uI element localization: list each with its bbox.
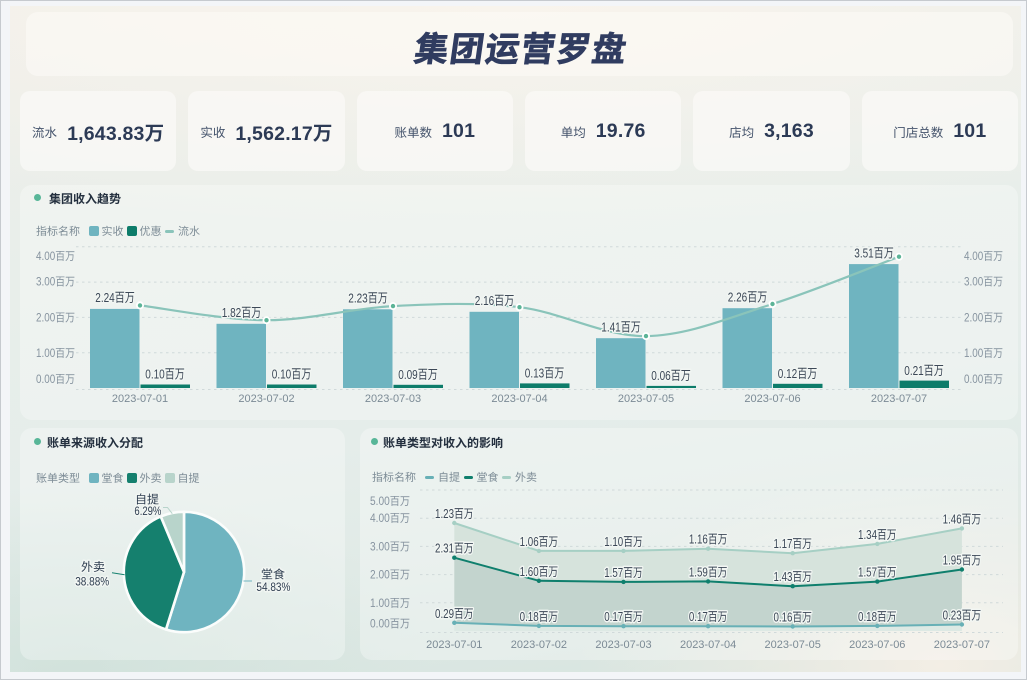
svg-text:2023-07-07: 2023-07-07	[934, 639, 990, 651]
svg-text:1.46百万: 1.46百万	[943, 512, 982, 526]
svg-text:2.16百万: 2.16百万	[475, 293, 515, 308]
svg-text:1.23百万: 1.23百万	[435, 507, 474, 521]
svg-text:1.60百万: 1.60百万	[520, 565, 559, 579]
svg-text:1.57百万: 1.57百万	[604, 566, 643, 580]
svg-text:0.16百万: 0.16百万	[773, 611, 812, 625]
svg-text:3.00百万: 3.00百万	[370, 540, 410, 553]
svg-text:0.17百万: 0.17百万	[604, 610, 643, 624]
svg-text:0.29百万: 0.29百万	[435, 607, 474, 621]
svg-text:1.57百万: 1.57百万	[858, 566, 897, 580]
svg-text:自提: 自提	[135, 493, 159, 507]
svg-text:1.10百万: 1.10百万	[604, 535, 643, 549]
svg-text:4.00百万: 4.00百万	[36, 250, 75, 263]
svg-text:3.00百万: 3.00百万	[964, 276, 1003, 289]
svg-text:5.00百万: 5.00百万	[370, 495, 410, 508]
svg-text:1.82百万: 1.82百万	[222, 305, 262, 320]
svg-text:0.00百万: 0.00百万	[36, 373, 75, 386]
svg-text:0.06百万: 0.06百万	[651, 368, 691, 383]
svg-text:2023-07-07: 2023-07-07	[871, 393, 927, 405]
svg-text:2023-07-02: 2023-07-02	[238, 393, 294, 405]
svg-text:0.09百万: 0.09百万	[398, 367, 438, 382]
svg-text:0.10百万: 0.10百万	[272, 367, 312, 382]
svg-text:1.34百万: 1.34百万	[858, 528, 897, 542]
svg-text:1.17百万: 1.17百万	[773, 537, 812, 551]
svg-text:2023-07-03: 2023-07-03	[365, 393, 421, 405]
svg-text:0.13百万: 0.13百万	[525, 366, 565, 381]
svg-text:堂食: 堂食	[261, 567, 285, 581]
svg-text:2023-07-06: 2023-07-06	[744, 393, 800, 405]
svg-text:2023-07-04: 2023-07-04	[680, 639, 736, 651]
svg-text:2023-07-03: 2023-07-03	[595, 639, 651, 651]
svg-text:1.41百万: 1.41百万	[601, 319, 641, 334]
svg-text:0.00百万: 0.00百万	[370, 618, 410, 631]
svg-text:0.21百万: 0.21百万	[904, 363, 944, 378]
svg-text:38.88%: 38.88%	[75, 574, 109, 588]
svg-text:0.18百万: 0.18百万	[520, 610, 559, 624]
svg-text:2.31百万: 2.31百万	[435, 542, 474, 556]
svg-text:1.95百万: 1.95百万	[943, 554, 982, 568]
svg-text:1.00百万: 1.00百万	[370, 597, 410, 610]
svg-text:2023-07-05: 2023-07-05	[765, 639, 821, 651]
svg-text:2.23百万: 2.23百万	[348, 291, 388, 306]
svg-text:1.06百万: 1.06百万	[520, 535, 559, 549]
svg-text:4.00百万: 4.00百万	[370, 512, 410, 525]
svg-text:2023-07-05: 2023-07-05	[618, 393, 674, 405]
svg-text:54.83%: 54.83%	[256, 580, 290, 594]
svg-text:0.18百万: 0.18百万	[858, 610, 897, 624]
svg-text:1.59百万: 1.59百万	[689, 565, 728, 579]
svg-text:0.12百万: 0.12百万	[778, 366, 818, 381]
svg-text:2023-07-06: 2023-07-06	[849, 639, 905, 651]
svg-text:2.00百万: 2.00百万	[964, 311, 1003, 324]
svg-text:2.24百万: 2.24百万	[95, 290, 135, 305]
svg-text:1.00百万: 1.00百万	[964, 347, 1003, 360]
svg-text:4.00百万: 4.00百万	[964, 250, 1003, 263]
svg-text:2023-07-01: 2023-07-01	[112, 393, 168, 405]
svg-text:1.00百万: 1.00百万	[36, 347, 75, 360]
svg-text:6.29%: 6.29%	[134, 504, 161, 518]
svg-text:2023-07-04: 2023-07-04	[491, 393, 547, 405]
svg-text:2.26百万: 2.26百万	[728, 289, 768, 304]
svg-text:2023-07-01: 2023-07-01	[426, 639, 482, 651]
svg-text:3.51百万: 3.51百万	[854, 245, 894, 260]
svg-text:外卖: 外卖	[81, 560, 105, 574]
svg-text:2023-07-02: 2023-07-02	[511, 639, 567, 651]
svg-text:0.23百万: 0.23百万	[943, 609, 982, 623]
svg-text:2.00百万: 2.00百万	[370, 569, 410, 582]
svg-text:1.16百万: 1.16百万	[689, 533, 728, 547]
svg-text:2.00百万: 2.00百万	[36, 311, 75, 324]
svg-text:1.43百万: 1.43百万	[773, 570, 812, 584]
svg-text:0.10百万: 0.10百万	[145, 367, 185, 382]
svg-text:3.00百万: 3.00百万	[36, 276, 75, 289]
svg-text:0.17百万: 0.17百万	[689, 610, 728, 624]
svg-text:0.00百万: 0.00百万	[964, 373, 1003, 386]
